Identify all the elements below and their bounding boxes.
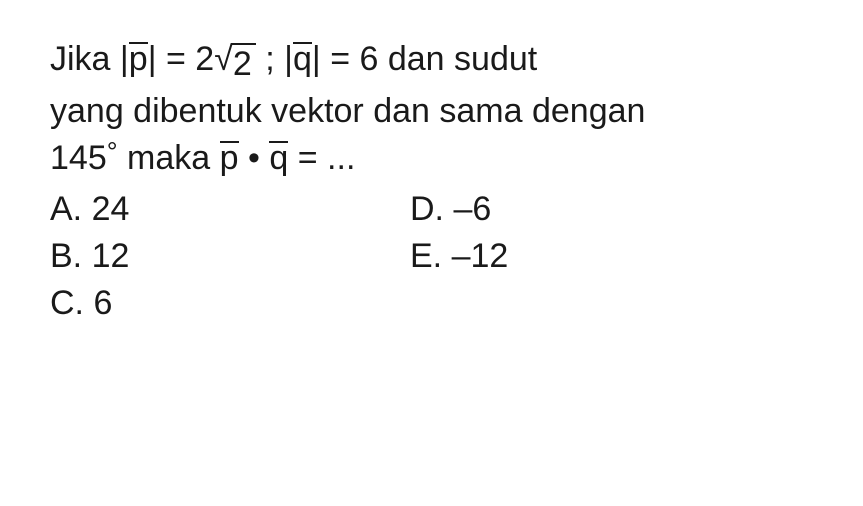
option-b-value: 12	[92, 237, 130, 276]
separator-semicolon: ;	[256, 40, 284, 79]
vector-p-letter-2: p	[220, 139, 239, 177]
option-row-3: C. 6	[50, 284, 813, 323]
option-a-value: 24	[92, 190, 130, 229]
question-line-3: 145 ° maka p • q = ...	[50, 139, 813, 178]
option-c-value: 6	[93, 284, 112, 323]
angle-value: 145	[50, 139, 107, 178]
text-yang-dibentuk: yang dibentuk vektor dan sama dengan	[50, 92, 645, 131]
option-e: E. –12	[410, 237, 508, 276]
vector-q-letter-2: q	[269, 139, 288, 177]
option-b-label: B.	[50, 237, 92, 276]
ellipsis: ...	[327, 139, 355, 178]
answer-options: A. 24 D. –6 B. 12 E. –12 C. 6	[50, 190, 813, 331]
abs-close-2: |	[312, 40, 321, 79]
vector-q-letter: q	[293, 40, 312, 78]
option-a: A. 24	[50, 190, 410, 229]
option-c: C. 6	[50, 284, 410, 323]
vector-q-2: q	[269, 139, 288, 178]
text-jika: Jika	[50, 40, 120, 79]
option-row-1: A. 24 D. –6	[50, 190, 813, 229]
question-line-1: Jika | p | = 2 √ 2 ; | q | = 6 dan sudut	[50, 40, 813, 84]
vector-bar	[129, 42, 148, 44]
vector-p: p	[129, 40, 148, 79]
question-line-2: yang dibentuk vektor dan sama dengan	[50, 92, 813, 131]
equals-2: =	[321, 40, 360, 79]
option-d: D. –6	[410, 190, 491, 229]
sqrt-argument: 2	[231, 43, 256, 84]
option-e-value: –12	[452, 237, 509, 276]
text-maka: maka	[118, 139, 220, 178]
option-a-label: A.	[50, 190, 92, 229]
abs-close-1: |	[148, 40, 157, 79]
equals-3: =	[288, 139, 327, 178]
vector-p-2: p	[220, 139, 239, 178]
text-dan-sudut: dan sudut	[378, 40, 537, 79]
value-6: 6	[360, 40, 379, 79]
option-d-label: D.	[410, 190, 453, 229]
equals-1: =	[157, 40, 196, 79]
option-d-value: –6	[453, 190, 491, 229]
sqrt-expression: √ 2	[214, 40, 256, 84]
vector-q: q	[293, 40, 312, 79]
vector-p-letter: p	[129, 40, 148, 78]
option-c-label: C.	[50, 284, 93, 323]
option-e-label: E.	[410, 237, 452, 276]
abs-open-1: |	[120, 40, 129, 79]
vector-bar	[269, 141, 288, 143]
dot-product-symbol: •	[239, 139, 270, 178]
option-row-2: B. 12 E. –12	[50, 237, 813, 276]
abs-open-2: |	[284, 40, 293, 79]
coefficient-2: 2	[195, 40, 214, 79]
degree-symbol: °	[107, 136, 118, 168]
vector-bar	[293, 42, 312, 44]
vector-bar	[220, 141, 239, 143]
math-question: Jika | p | = 2 √ 2 ; | q | = 6 dan sudut…	[50, 40, 813, 331]
option-b: B. 12	[50, 237, 410, 276]
